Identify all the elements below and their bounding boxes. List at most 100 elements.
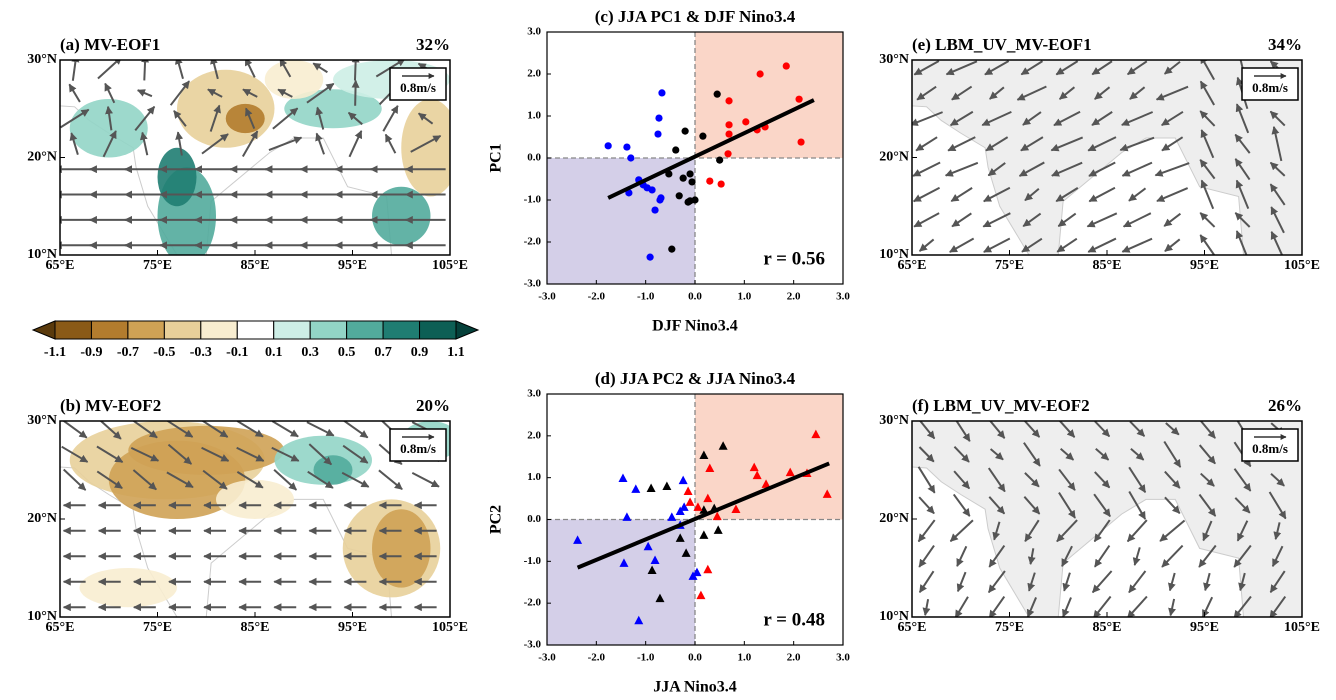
- shading: [372, 509, 431, 588]
- wind-vector: [987, 570, 1006, 594]
- wind-vector: [96, 445, 124, 463]
- wind-vector: [953, 470, 971, 490]
- wind-vector: [245, 60, 256, 78]
- point: [706, 177, 714, 185]
- x-tick-label: 85°E: [1093, 620, 1122, 635]
- x-tick-label: -3.0: [538, 652, 556, 664]
- y-tick-label: 3.0: [527, 26, 541, 38]
- colorbar-box: [200, 320, 238, 340]
- wind-vector: [1161, 110, 1184, 127]
- wind-vector: [1236, 520, 1249, 542]
- x-tick-label: -1.0: [637, 652, 655, 664]
- x-tick-label: 3.0: [836, 291, 850, 303]
- wind-vector: [351, 60, 360, 81]
- point: [679, 502, 689, 511]
- wind-vector: [201, 421, 229, 438]
- y-tick-label: 2.0: [527, 429, 541, 441]
- y-tick-label: 1.0: [527, 110, 541, 122]
- colorbar-label: -0.5: [153, 345, 175, 360]
- wind-vector: [1128, 570, 1147, 594]
- wind-vector: [62, 421, 88, 439]
- wind-vector: [1121, 111, 1154, 126]
- panel-title: (a) MV-EOF1: [60, 35, 160, 54]
- wind-vector: [1233, 468, 1252, 492]
- point: [631, 484, 641, 493]
- wind-vector: [1155, 85, 1189, 101]
- point: [650, 555, 660, 564]
- point: [713, 90, 721, 98]
- point: [703, 564, 713, 574]
- wind-vector: [915, 136, 938, 152]
- x-tick-label: 65°E: [898, 258, 927, 273]
- vector-key-label: 0.8m/s: [400, 441, 436, 456]
- point: [656, 196, 664, 204]
- wind-vector: [983, 237, 1011, 253]
- wind-vector: [919, 421, 936, 440]
- x-tick-label: 85°E: [1093, 258, 1122, 273]
- wind-vector: [1269, 110, 1286, 127]
- colorbar-box: [127, 320, 165, 340]
- wind-vector: [1051, 161, 1083, 177]
- wind-vector: [916, 85, 937, 101]
- quadrant-negative: [547, 519, 695, 645]
- colorbar-box: [309, 320, 348, 340]
- wind-vector: [987, 162, 1006, 177]
- map-area: [60, 421, 450, 617]
- colorbar-label: -1.1: [44, 345, 66, 360]
- x-tick-label: 65°E: [898, 620, 927, 635]
- wind-vector: [1199, 80, 1216, 106]
- point: [679, 174, 687, 182]
- wind-vector: [1273, 522, 1282, 540]
- point: [742, 118, 750, 126]
- point: [686, 170, 694, 178]
- wind-vector: [1128, 187, 1147, 202]
- wind-vector: [1198, 444, 1216, 465]
- wind-vector: [1050, 136, 1084, 152]
- wind-vector: [1091, 111, 1113, 126]
- y-tick-label: -1.0: [524, 555, 542, 567]
- colorbar-box: [163, 320, 202, 340]
- point: [675, 192, 683, 200]
- point: [654, 130, 662, 138]
- x-tick-label: -2.0: [588, 652, 606, 664]
- y-tick-label: 3.0: [527, 388, 541, 400]
- shading: [313, 455, 353, 485]
- wind-vector: [279, 60, 292, 78]
- wind-vector: [141, 60, 150, 81]
- point: [761, 479, 771, 488]
- y-tick-label: 0.0: [527, 513, 541, 525]
- wind-vector: [308, 443, 333, 466]
- point: [604, 142, 612, 150]
- point: [662, 481, 672, 490]
- point: [686, 197, 694, 205]
- wind-vector: [277, 88, 293, 98]
- point: [648, 186, 656, 194]
- wind-vector: [417, 112, 434, 125]
- panel-title: (e) LBM_UV_MV-EOF1: [912, 35, 1092, 54]
- wind-vector: [1053, 110, 1081, 127]
- wind-vector: [1121, 161, 1153, 177]
- shading: [401, 99, 450, 197]
- x-tick-label: 95°E: [338, 620, 367, 635]
- wind-vector: [912, 161, 941, 177]
- vector-key-label: 0.8m/s: [400, 80, 436, 95]
- wind-vector: [1086, 212, 1118, 228]
- wind-vector: [271, 421, 299, 438]
- y-tick-label: 1.0: [527, 471, 541, 483]
- point: [681, 548, 691, 557]
- wind-vector: [102, 130, 117, 158]
- wind-vector: [1020, 60, 1044, 76]
- y-tick-label: 2.0: [527, 68, 541, 80]
- x-tick-label: 1.0: [737, 291, 751, 303]
- wind-vector: [306, 421, 335, 437]
- wind-vector: [410, 134, 442, 153]
- wind-vector: [1094, 471, 1111, 489]
- wind-vector: [273, 468, 298, 491]
- wind-vector: [1060, 448, 1075, 461]
- point: [672, 146, 680, 154]
- point: [725, 121, 733, 129]
- wind-vector: [1269, 570, 1286, 593]
- vector-key-label: 0.8m/s: [1252, 80, 1288, 95]
- wind-vector: [1058, 492, 1076, 519]
- point: [667, 512, 677, 521]
